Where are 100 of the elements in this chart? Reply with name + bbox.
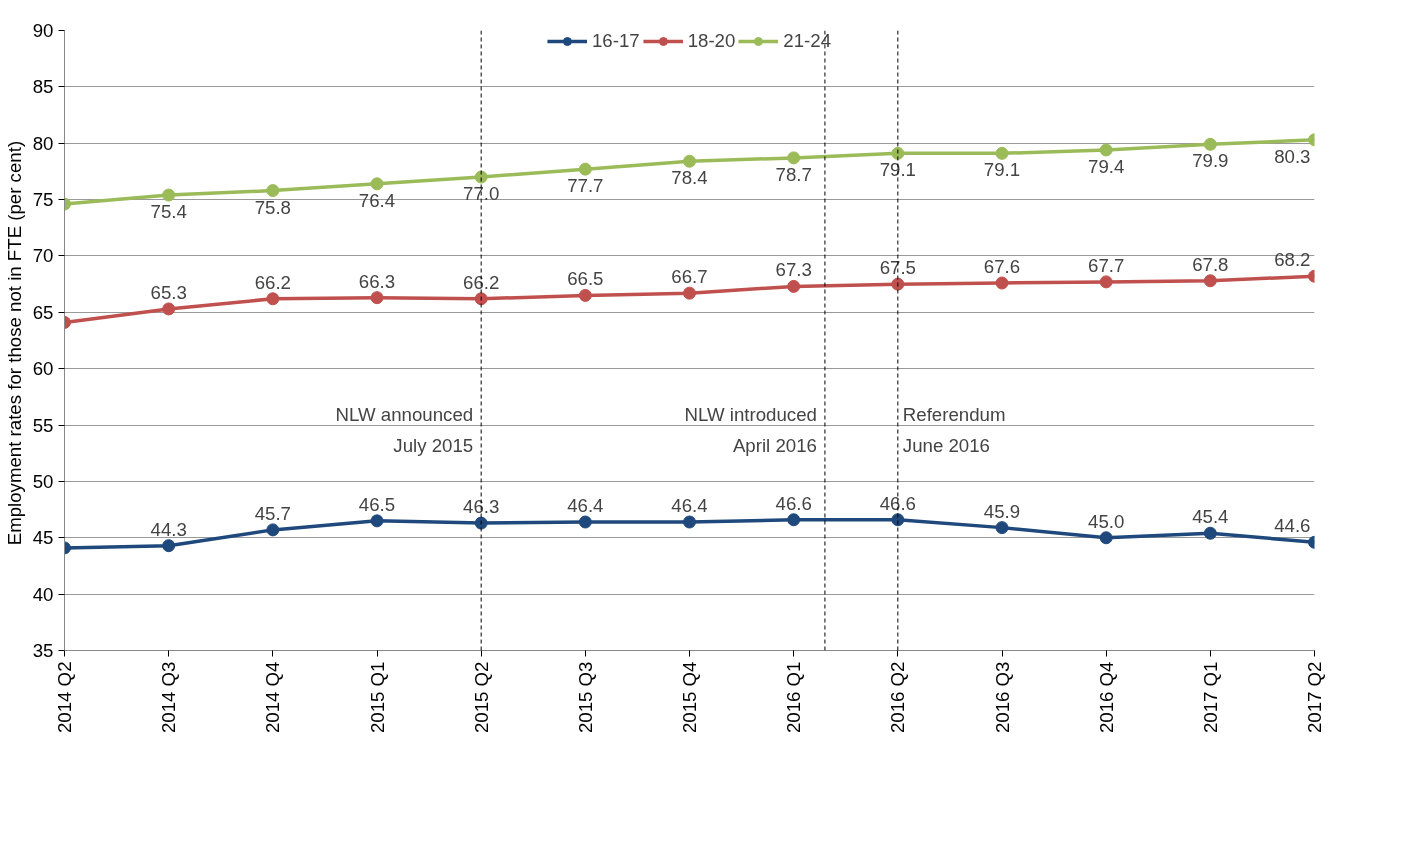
y-tick-label: 55: [32, 414, 54, 436]
point: [1099, 143, 1113, 157]
data-label: 46.3: [463, 496, 500, 518]
point: [1203, 274, 1217, 288]
data-label: 44.6: [1274, 515, 1311, 537]
data-label: 46.4: [567, 494, 604, 516]
data-label: 66.2: [463, 271, 500, 293]
data-label: 45.0: [1088, 510, 1125, 532]
point: [891, 277, 905, 291]
data-label: 67.5: [879, 257, 916, 279]
x-tick-label: 2015 Q1: [366, 661, 388, 734]
x-tick-label: 2017 Q2: [1304, 661, 1325, 734]
data-label: 67.8: [1192, 253, 1229, 275]
point: [474, 516, 488, 530]
x-tick-label: 2015 Q4: [679, 661, 700, 734]
x-tick-label: 2016 Q1: [783, 661, 805, 734]
point: [1099, 275, 1113, 289]
data-label: 79.9: [1192, 150, 1229, 172]
point: [1203, 526, 1217, 540]
point: [578, 162, 592, 176]
point: [891, 513, 905, 527]
data-label: 66.7: [671, 266, 708, 288]
point: [995, 521, 1009, 535]
point: [266, 523, 280, 537]
point: [578, 515, 592, 529]
point: [266, 292, 280, 306]
y-tick-label: 35: [32, 640, 54, 661]
data-label: 45.9: [983, 500, 1021, 522]
data-label: 66.2: [254, 271, 291, 293]
x-tick-label: 2017 Q1: [1199, 661, 1221, 734]
data-label: 67.6: [983, 256, 1021, 278]
data-label: 79.1: [983, 159, 1021, 181]
data-label: 66.3: [358, 270, 396, 292]
x-tick-label: 2016 Q4: [1095, 661, 1117, 734]
data-label: 46.6: [879, 492, 916, 514]
point: [787, 151, 801, 165]
y-tick-label: 50: [32, 470, 54, 492]
y-tick-label: 80: [32, 132, 54, 154]
data-label: 75.4: [150, 201, 187, 223]
legend-label: 16-17: [591, 30, 640, 52]
data-label: 79.4: [1088, 155, 1125, 177]
point: [474, 292, 488, 306]
point: [1203, 137, 1217, 151]
data-label: 67.7: [1088, 254, 1125, 276]
y-tick-label: 60: [32, 358, 54, 380]
point: [162, 302, 176, 316]
y-tick-label: 65: [32, 301, 54, 323]
y-tick-label: 70: [32, 245, 54, 267]
data-label: 79.1: [879, 159, 916, 181]
x-tick-label: 2016 Q2: [887, 661, 909, 734]
y-tick-label: 85: [32, 76, 54, 98]
data-label: 75.8: [254, 196, 291, 218]
x-tick-label: 2014 Q4: [262, 661, 284, 734]
y-tick-label: 40: [32, 583, 54, 605]
data-label: 76.4: [358, 189, 396, 211]
data-label: 66.5: [567, 268, 604, 290]
point: [995, 146, 1009, 160]
x-tick-label: 2014 Q2: [54, 661, 75, 734]
legend-label: 18-20: [687, 30, 736, 52]
point: [370, 514, 384, 528]
x-tick-label: 2016 Q3: [991, 661, 1013, 734]
data-label: 46.6: [775, 492, 812, 514]
point: [683, 154, 696, 168]
data-label: 78.4: [671, 167, 708, 189]
data-label: 67.3: [775, 259, 812, 281]
ref-line-label: NLW announced July 2015: [335, 404, 474, 457]
point: [370, 177, 384, 191]
ref-line-label: Referendum June 2016: [902, 404, 1006, 457]
point: [683, 286, 696, 300]
point: [1099, 531, 1113, 545]
data-label: 77.0: [463, 183, 500, 205]
data-label: 68.2: [1274, 249, 1311, 271]
point: [787, 279, 801, 293]
point: [891, 146, 905, 160]
y-tick-label: 45: [32, 527, 54, 549]
y-tick-label: 90: [32, 20, 54, 41]
data-label: 45.7: [254, 502, 291, 524]
data-label: 65.3: [150, 281, 187, 303]
point: [683, 515, 696, 529]
x-tick-label: 2015 Q2: [470, 661, 492, 734]
data-label: 77.7: [567, 175, 604, 197]
point: [474, 170, 488, 184]
data-label: 44.3: [150, 518, 187, 540]
data-label: 46.5: [358, 493, 396, 515]
point: [266, 184, 280, 198]
point: [787, 513, 801, 527]
y-axis-title: Employment rates for those not in FTE (per cent): [3, 140, 25, 546]
annotation: NLW introduced April 2016: [684, 404, 817, 457]
data-label: 78.7: [775, 163, 812, 185]
point: [162, 539, 176, 553]
point: [995, 276, 1009, 290]
data-label: 45.4: [1192, 506, 1229, 528]
point: [370, 291, 384, 305]
legend-label: 21-24: [783, 30, 832, 52]
point: [578, 288, 592, 302]
y-tick-label: 75: [32, 189, 54, 211]
x-tick-label: 2014 Q3: [158, 661, 180, 734]
x-tick-label: 2015 Q3: [574, 661, 596, 734]
data-label: 80.3: [1274, 145, 1311, 167]
point: [162, 188, 176, 202]
